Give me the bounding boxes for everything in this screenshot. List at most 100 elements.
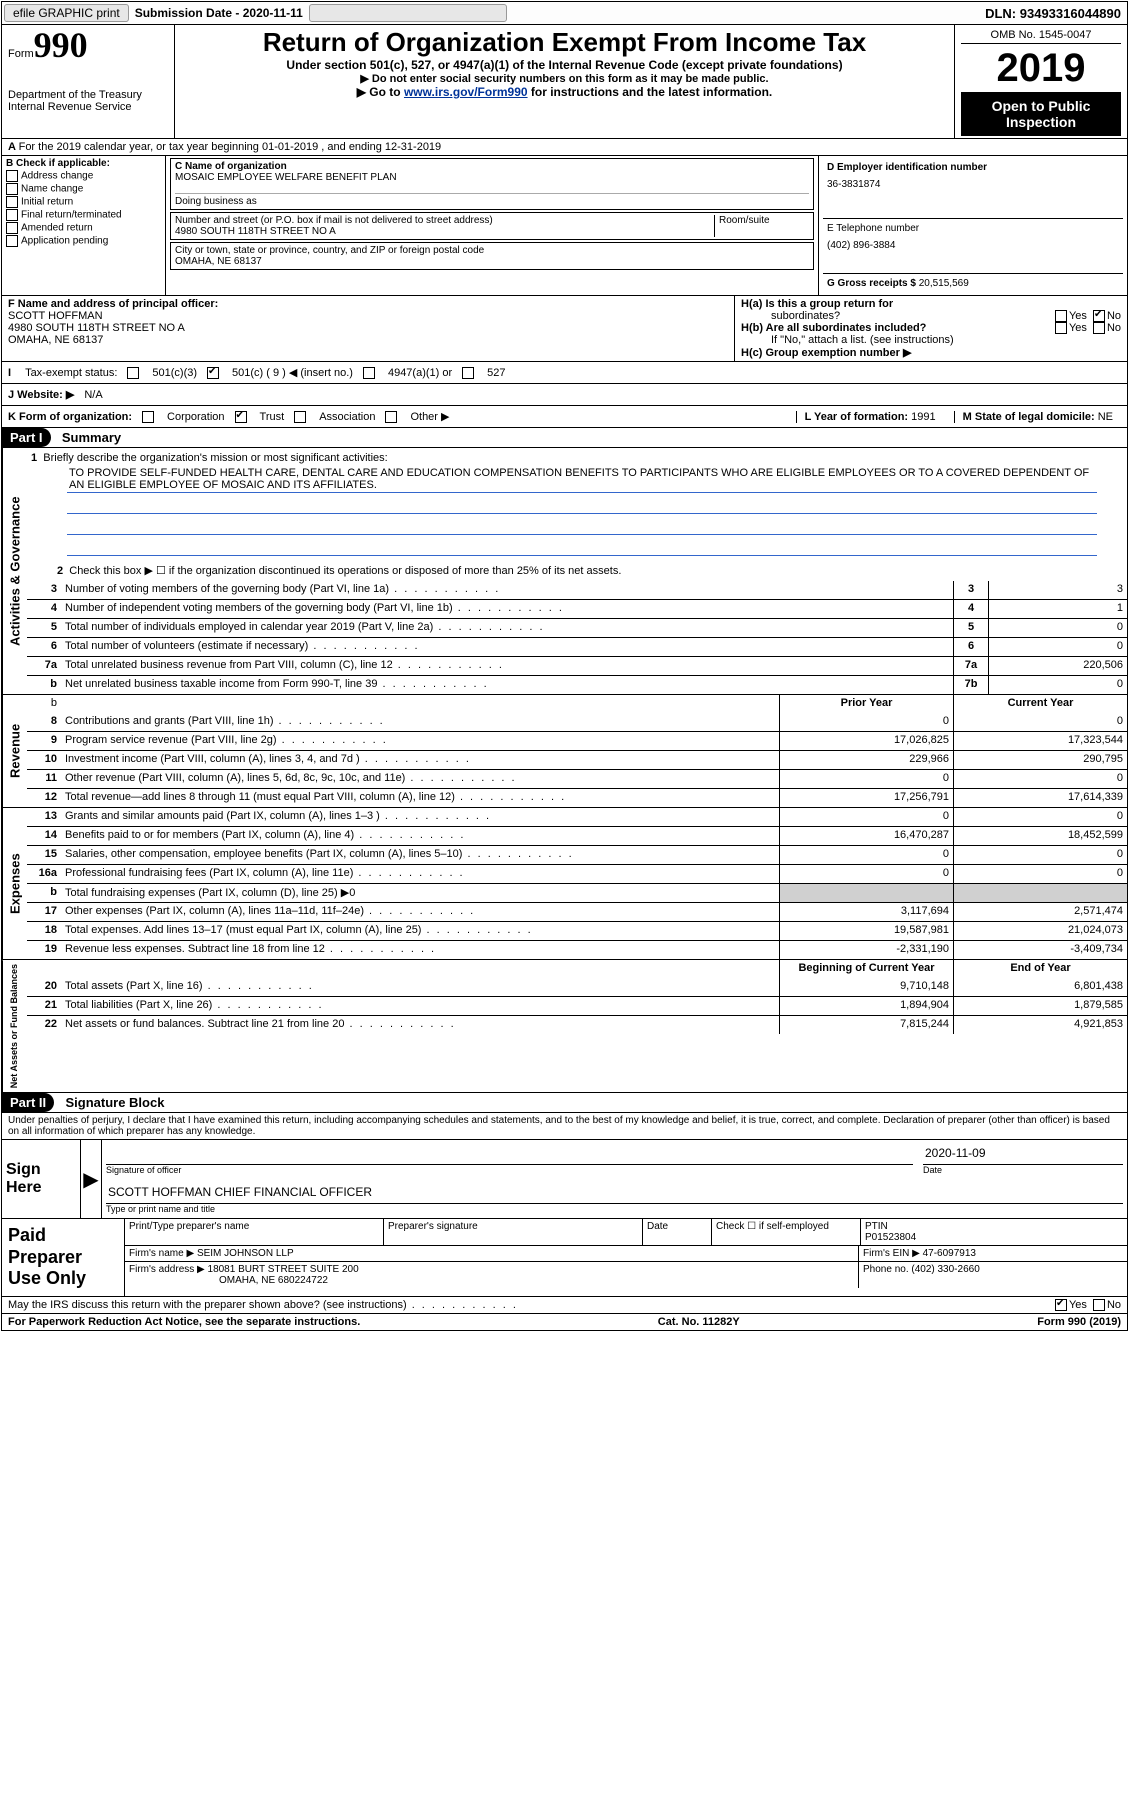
hb-yes-checkbox[interactable] bbox=[1055, 322, 1067, 334]
title-column: Return of Organization Exempt From Incom… bbox=[175, 25, 954, 138]
open-to-public: Open to Public Inspection bbox=[961, 92, 1121, 136]
sidelabel-exp: Expenses bbox=[2, 808, 27, 959]
address-change-checkbox[interactable] bbox=[6, 170, 18, 182]
hb-instruction: If "No," attach a list. (see instruction… bbox=[741, 334, 1121, 346]
ein-phone-block: D Employer identification number 36-3831… bbox=[818, 156, 1127, 295]
ssn-warning: ▶ Do not enter social security numbers o… bbox=[181, 72, 948, 85]
check-applicable: B Check if applicable: Address change Na… bbox=[2, 156, 166, 295]
final-return-checkbox[interactable] bbox=[6, 209, 18, 221]
form-header: Form990 Department of the Treasury Inter… bbox=[2, 25, 1127, 139]
gov-row-5: 5 Total number of individuals employed i… bbox=[27, 618, 1127, 637]
initial-return-checkbox[interactable] bbox=[6, 196, 18, 208]
ha-yes-checkbox[interactable] bbox=[1055, 310, 1067, 322]
footer: For Paperwork Reduction Act Notice, see … bbox=[2, 1314, 1127, 1330]
net-assets-section: Net Assets or Fund Balances Beginning of… bbox=[2, 960, 1127, 1093]
assoc-checkbox[interactable] bbox=[294, 411, 306, 423]
principal-officer: F Name and address of principal officer:… bbox=[2, 296, 735, 361]
net-row-20: 20 Total assets (Part X, line 16) 9,710,… bbox=[27, 978, 1127, 996]
instructions-link[interactable]: www.irs.gov/Form990 bbox=[404, 85, 528, 99]
k-label: K Form of organization: bbox=[8, 411, 132, 423]
name-address-block: C Name of organization MOSAIC EMPLOYEE W… bbox=[166, 156, 818, 295]
527-checkbox[interactable] bbox=[462, 367, 474, 379]
part-ii-header: Part II Signature Block bbox=[2, 1093, 1127, 1113]
form-word: Form bbox=[8, 48, 34, 60]
firm-name: Firm's name ▶ SEIM JOHNSON LLP bbox=[125, 1246, 859, 1261]
form-number: 990 bbox=[34, 25, 88, 65]
phone-label: E Telephone number bbox=[827, 223, 1119, 234]
form-title: Return of Organization Exempt From Incom… bbox=[181, 27, 948, 58]
discuss-yes-checkbox[interactable] bbox=[1055, 1299, 1067, 1311]
line2-text: Check this box ▶ ☐ if the organization d… bbox=[69, 565, 621, 577]
exp-row-16a: 16a Professional fundraising fees (Part … bbox=[27, 864, 1127, 883]
blank-button[interactable] bbox=[309, 4, 507, 22]
dba-label: Doing business as bbox=[175, 196, 809, 207]
other-checkbox[interactable] bbox=[385, 411, 397, 423]
entity-block: B Check if applicable: Address change Na… bbox=[2, 156, 1127, 296]
officer-printed-name: SCOTT HOFFMAN CHIEF FINANCIAL OFFICER bbox=[106, 1183, 1123, 1204]
prior-year-header: Prior Year bbox=[779, 695, 953, 713]
form-subtitle: Under section 501(c), 527, or 4947(a)(1)… bbox=[181, 58, 948, 72]
exp-row-18: 18 Total expenses. Add lines 13–17 (must… bbox=[27, 921, 1127, 940]
hb-no-checkbox[interactable] bbox=[1093, 322, 1105, 334]
expenses-section: Expenses 13 Grants and similar amounts p… bbox=[2, 808, 1127, 960]
501c3-checkbox[interactable] bbox=[127, 367, 139, 379]
firm-phone: Phone no. (402) 330-2660 bbox=[859, 1262, 1127, 1288]
ein-label: D Employer identification number bbox=[827, 162, 1119, 173]
signature-officer-label: Signature of officer bbox=[106, 1165, 913, 1175]
exp-row-15: 15 Salaries, other compensation, employe… bbox=[27, 845, 1127, 864]
501c-checkbox[interactable] bbox=[207, 367, 219, 379]
tax-year: 2019 bbox=[961, 44, 1121, 92]
penalty-statement: Under penalties of perjury, I declare th… bbox=[2, 1113, 1127, 1140]
trust-checkbox[interactable] bbox=[235, 411, 247, 423]
gov-row-4: 4 Number of independent voting members o… bbox=[27, 599, 1127, 618]
4947-checkbox[interactable] bbox=[363, 367, 375, 379]
goto-pre: ▶ Go to bbox=[357, 85, 404, 99]
form-of-org-row: K Form of organization: Corporation Trus… bbox=[2, 406, 1127, 428]
preparer-name-label: Print/Type preparer's name bbox=[125, 1219, 384, 1245]
rev-row-11: 11 Other revenue (Part VIII, column (A),… bbox=[27, 769, 1127, 788]
preparer-signature-label: Preparer's signature bbox=[384, 1219, 643, 1245]
application-pending-checkbox[interactable] bbox=[6, 235, 18, 247]
sign-here-row: Sign Here ▶ Signature of officer 2020-11… bbox=[2, 1140, 1127, 1219]
self-employed-check: Check ☐ if self-employed bbox=[712, 1219, 861, 1245]
officer-addr2: OMAHA, NE 68137 bbox=[8, 334, 728, 346]
city-state-zip: OMAHA, NE 68137 bbox=[175, 256, 809, 267]
part-i-header: Part I Summary bbox=[2, 428, 1127, 448]
discuss-no-checkbox[interactable] bbox=[1093, 1299, 1105, 1311]
form-container: efile GRAPHIC print Submission Date - 20… bbox=[1, 1, 1128, 1331]
paid-preparer-row: Paid Preparer Use Only Print/Type prepar… bbox=[2, 1219, 1127, 1297]
gov-row-6: 6 Total number of volunteers (estimate i… bbox=[27, 637, 1127, 656]
org-name: MOSAIC EMPLOYEE WELFARE BENEFIT PLAN bbox=[175, 172, 809, 183]
irs-label: Internal Revenue Service bbox=[8, 101, 168, 113]
org-name-box: C Name of organization MOSAIC EMPLOYEE W… bbox=[170, 158, 814, 210]
ha-no-checkbox[interactable] bbox=[1093, 310, 1105, 322]
rev-row-8: 8 Contributions and grants (Part VIII, l… bbox=[27, 713, 1127, 731]
firm-city: OMAHA, NE 680224722 bbox=[129, 1275, 854, 1286]
name-change-checkbox[interactable] bbox=[6, 183, 18, 195]
website-label: J Website: ▶ bbox=[8, 388, 74, 401]
dln: DLN: 93493316044890 bbox=[985, 6, 1127, 21]
street-address: 4980 SOUTH 118TH STREET NO A bbox=[175, 226, 714, 237]
firm-ein: Firm's EIN ▶ 47-6097913 bbox=[859, 1246, 1127, 1261]
rev-row-9: 9 Program service revenue (Part VIII, li… bbox=[27, 731, 1127, 750]
ein-value: 36-3831874 bbox=[827, 173, 1119, 190]
street-box: Number and street (or P.O. box if mail i… bbox=[170, 212, 814, 240]
tax-status-label: Tax-exempt status: bbox=[25, 367, 117, 379]
omb-column: OMB No. 1545-0047 2019 Open to Public In… bbox=[954, 25, 1127, 138]
sidelabel-net: Net Assets or Fund Balances bbox=[2, 960, 27, 1092]
amended-return-checkbox[interactable] bbox=[6, 222, 18, 234]
corp-checkbox[interactable] bbox=[142, 411, 154, 423]
topbar: efile GRAPHIC print Submission Date - 20… bbox=[2, 2, 1127, 25]
submission-date-label: Submission Date - 2020-11-11 bbox=[131, 6, 307, 20]
tax-exempt-status-row: I Tax-exempt status: 501(c)(3) 501(c) ( … bbox=[2, 362, 1127, 384]
goto-post: for instructions and the latest informat… bbox=[528, 85, 773, 99]
end-year-header: End of Year bbox=[953, 960, 1127, 978]
beginning-year-header: Beginning of Current Year bbox=[779, 960, 953, 978]
efile-print-button[interactable]: efile GRAPHIC print bbox=[4, 4, 129, 22]
line-a: A For the 2019 calendar year, or tax yea… bbox=[2, 139, 1127, 156]
hc-label: H(c) Group exemption number ▶ bbox=[741, 347, 911, 359]
website-value: N/A bbox=[84, 389, 102, 401]
rev-row-12: 12 Total revenue—add lines 8 through 11 … bbox=[27, 788, 1127, 807]
mission-text: TO PROVIDE SELF-FUNDED HEALTH CARE, DENT… bbox=[27, 464, 1127, 560]
b-header: B Check if applicable: bbox=[6, 158, 161, 169]
